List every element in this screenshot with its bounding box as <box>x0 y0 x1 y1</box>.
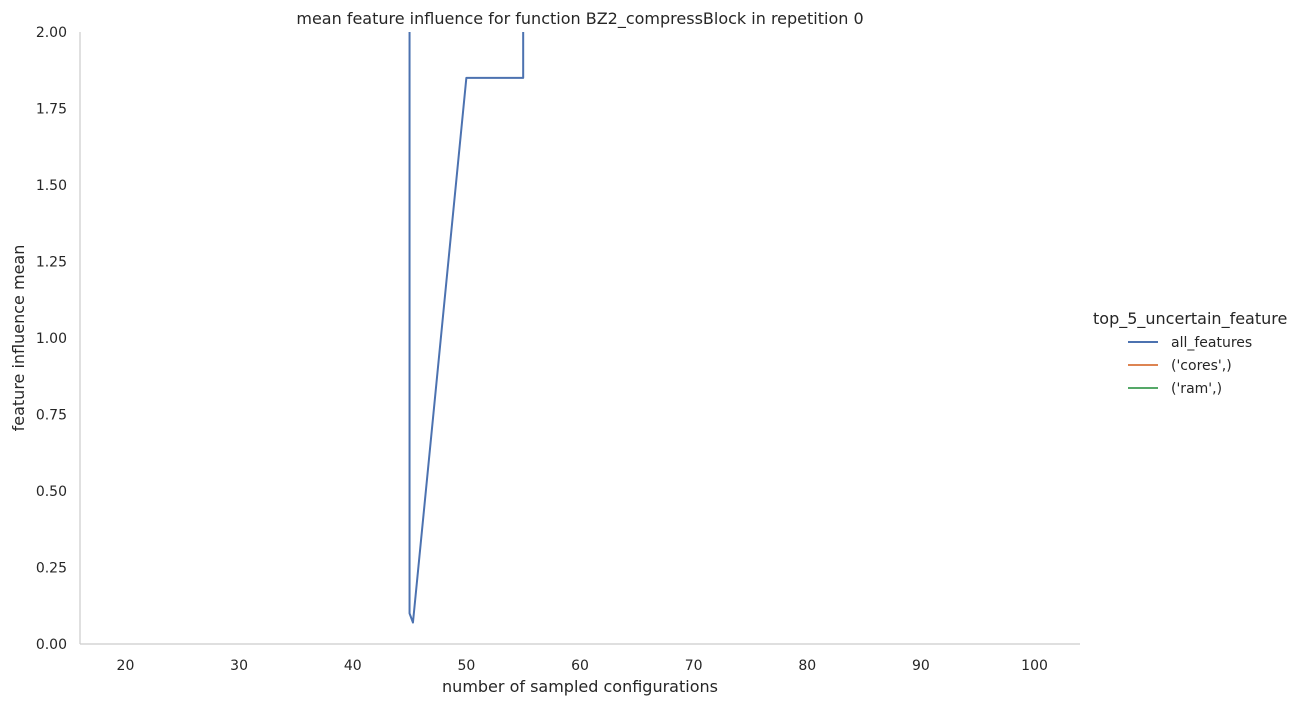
x-tick-label: 50 <box>457 658 475 674</box>
y-tick-label: 0.00 <box>36 637 67 653</box>
legend-label: ('cores',) <box>1171 358 1232 374</box>
y-tick-label: 1.00 <box>36 331 67 347</box>
x-tick-label: 70 <box>685 658 703 674</box>
y-tick-label: 0.75 <box>36 408 67 424</box>
y-tick-label: 1.25 <box>36 255 67 271</box>
x-tick-label: 60 <box>571 658 589 674</box>
legend-label: ('ram',) <box>1171 381 1222 397</box>
y-tick-label: 2.00 <box>36 25 67 41</box>
y-tick-label: 1.75 <box>36 102 67 118</box>
legend-label: all_features <box>1171 335 1252 351</box>
x-axis-ticks: 20 30 40 50 60 70 80 90 100 <box>117 658 1048 674</box>
x-tick-label: 90 <box>912 658 930 674</box>
x-axis-title: number of sampled configurations <box>442 677 718 696</box>
x-tick-label: 100 <box>1021 658 1048 674</box>
y-tick-label: 0.25 <box>36 561 67 577</box>
legend: top_5_uncertain_feature all_features ('co… <box>1093 309 1287 397</box>
y-axis-ticks: 0.00 0.25 0.50 0.75 1.00 1.25 1.50 1.75 2.00 <box>36 25 67 653</box>
y-tick-label: 0.50 <box>36 484 67 500</box>
x-tick-label: 80 <box>798 658 816 674</box>
chart-title: mean feature influence for function BZ2_… <box>296 9 863 29</box>
legend-items: all_features ('cores',) ('ram',) <box>1128 335 1252 397</box>
x-tick-label: 30 <box>230 658 248 674</box>
legend-title: top_5_uncertain_feature <box>1093 309 1287 329</box>
x-tick-label: 40 <box>344 658 362 674</box>
y-axis-title: feature influence mean <box>9 245 28 432</box>
plot-area <box>408 32 525 624</box>
series-line-all-features <box>408 32 525 624</box>
x-tick-label: 20 <box>117 658 135 674</box>
y-tick-label: 1.50 <box>36 178 67 194</box>
